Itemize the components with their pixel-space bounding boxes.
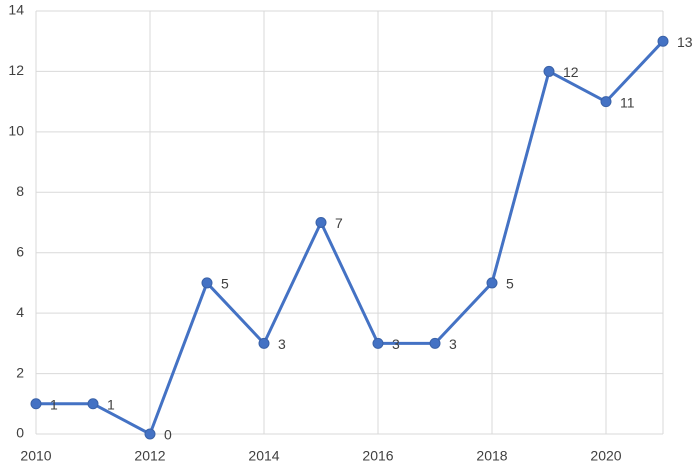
y-tick-label: 14 — [8, 2, 24, 18]
point — [30, 398, 42, 410]
point — [372, 337, 384, 349]
x-tick-label: 2014 — [248, 448, 279, 464]
data-label: 5 — [506, 276, 514, 292]
y-tick-label: 4 — [16, 304, 24, 320]
point — [429, 337, 441, 349]
data-label: 3 — [449, 336, 457, 352]
point — [258, 337, 270, 349]
point — [87, 398, 99, 410]
data-label: 11 — [620, 94, 635, 110]
y-tick-label: 10 — [8, 123, 24, 139]
point — [486, 277, 498, 289]
point — [657, 35, 669, 47]
x-tick-label: 2016 — [362, 448, 393, 464]
x-tick-label: 2020 — [590, 448, 621, 464]
y-tick-label: 0 — [16, 425, 24, 441]
data-label: 12 — [563, 64, 579, 80]
data-label: 1 — [50, 396, 58, 412]
data-label: 0 — [164, 427, 172, 443]
y-tick-label: 8 — [16, 183, 24, 199]
y-tick-label: 12 — [8, 62, 24, 78]
x-tick-label: 2012 — [134, 448, 165, 464]
point — [315, 217, 327, 228]
y-tick-label: 2 — [16, 364, 24, 380]
line — [36, 40, 665, 436]
y-tick-label: 6 — [16, 243, 24, 259]
point — [600, 96, 612, 108]
data-label: 13 — [677, 34, 693, 50]
point — [144, 428, 156, 440]
data-label: 3 — [278, 336, 286, 352]
point — [201, 277, 213, 289]
data-label: 5 — [221, 276, 229, 292]
data-label: 3 — [392, 336, 400, 352]
x-tick-label: 2018 — [476, 448, 507, 464]
point — [543, 65, 555, 77]
data-label: 1 — [107, 396, 115, 412]
data-label: 7 — [335, 215, 343, 231]
x-tick-label: 2010 — [20, 448, 51, 464]
